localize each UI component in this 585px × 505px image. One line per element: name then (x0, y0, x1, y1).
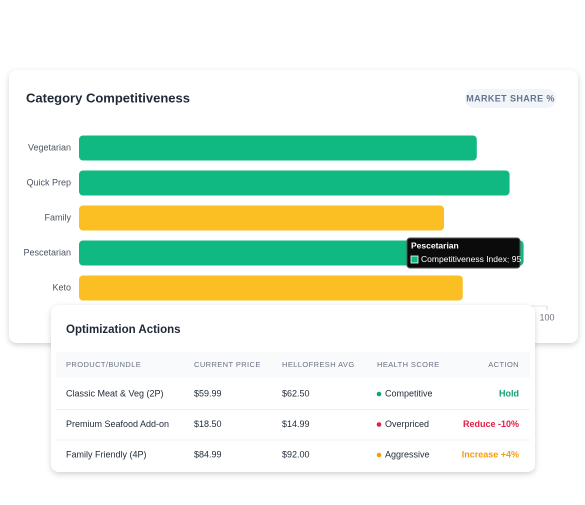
y-tick-label: Family (45, 212, 72, 222)
tooltip-value: 95 (512, 254, 522, 264)
status-dot (376, 452, 382, 458)
cell-avg: $92.00 (282, 449, 310, 459)
cell-price: $59.99 (194, 388, 222, 398)
y-tick-label: Pescetarian (23, 247, 71, 257)
cell-action: Increase +4% (462, 449, 519, 459)
table-card (51, 305, 535, 472)
cell-avg: $62.50 (282, 388, 310, 398)
bar (79, 170, 510, 196)
bar (79, 275, 463, 301)
tooltip: Pescetarian Competitiveness Index: 95 (406, 237, 521, 269)
tooltip-swatch (410, 255, 419, 264)
column-header: ACTION (488, 360, 519, 369)
tooltip-text: Competitiveness Index: 95 (421, 254, 521, 264)
cell-price: $18.50 (194, 419, 222, 429)
tooltip-box (406, 237, 521, 269)
table-header (56, 352, 530, 378)
status-dot (376, 391, 382, 397)
cell-avg: $14.99 (282, 419, 310, 429)
tooltip-title: Pescetarian (411, 240, 459, 250)
bar (79, 205, 445, 231)
table: PRODUCT/BUNDLE CURRENT PRICE HELLOFRESH AV… (56, 360, 530, 459)
chart-title: Category Competitiveness (26, 90, 190, 105)
table-title: Optimization Actions (66, 324, 181, 336)
cell-action: Hold (499, 388, 519, 398)
column-header: HELLOFRESH AVG (282, 360, 355, 369)
column-header: HEALTH SCORE (377, 360, 440, 369)
column-header: PRODUCT/BUNDLE (66, 360, 141, 369)
cell-health: Overpriced (385, 419, 429, 429)
cell-product: Premium Seafood Add-on (66, 419, 169, 429)
cell-product: Family Friendly (4P) (66, 449, 147, 459)
y-tick-label: Quick Prep (26, 177, 71, 187)
badge-label: MARKET SHARE % (466, 93, 555, 103)
y-tick-label: Keto (52, 282, 71, 292)
status-dot (376, 422, 382, 427)
cell-price: $84.99 (194, 449, 222, 459)
tooltip-series: Competitiveness Index (421, 254, 508, 264)
bar (79, 135, 477, 161)
x-tick-label: 100 (539, 312, 554, 322)
badge (465, 89, 556, 108)
column-header: CURRENT PRICE (194, 360, 261, 369)
cell-health: Aggressive (385, 449, 430, 459)
y-tick-label: Vegetarian (28, 142, 71, 152)
cell-action: Reduce -10% (463, 419, 519, 429)
cell-health: Competitive (385, 388, 433, 398)
cell-product: Classic Meat & Veg (2P) (66, 388, 164, 398)
